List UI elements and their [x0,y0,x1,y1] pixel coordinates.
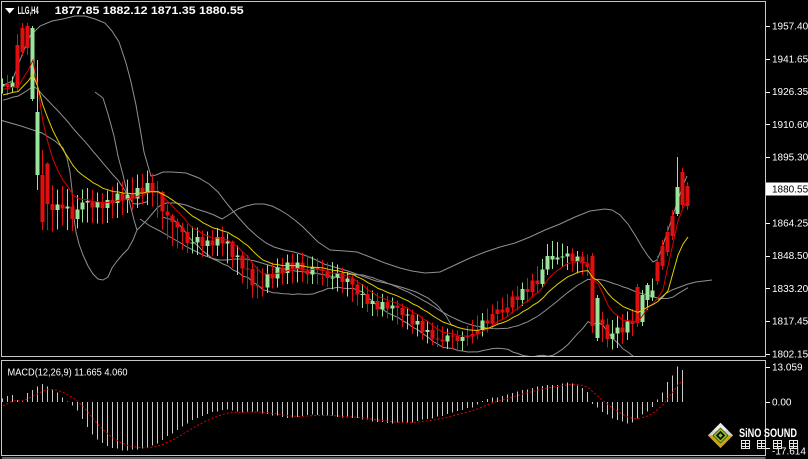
svg-text:1848.50: 1848.50 [772,251,808,262]
svg-text:13.059: 13.059 [772,363,803,374]
svg-text:1864.25: 1864.25 [772,218,808,229]
svg-text:LLG,H4: LLG,H4 [18,5,39,17]
svg-text:1910.60: 1910.60 [772,120,808,131]
svg-text:-17.614: -17.614 [772,447,806,458]
svg-text:1926.35: 1926.35 [772,87,808,98]
svg-text:1802.15: 1802.15 [772,350,808,361]
svg-text:1957.40: 1957.40 [772,22,808,33]
svg-text:1895.30: 1895.30 [772,153,808,164]
svg-text:0.00: 0.00 [772,398,792,409]
svg-text:SiNO SOUND: SiNO SOUND [739,428,797,440]
svg-text:1941.65: 1941.65 [772,54,808,65]
svg-text:MACD(12,26,9) 11.665 4.060: MACD(12,26,9) 11.665 4.060 [8,368,128,379]
svg-text:1817.45: 1817.45 [772,317,808,328]
svg-text:1833.20: 1833.20 [772,284,808,295]
svg-text:1880.55: 1880.55 [772,185,808,196]
svg-text:1877.85 1882.12 1871.35 1880.5: 1877.85 1882.12 1871.35 1880.55 [55,5,244,17]
